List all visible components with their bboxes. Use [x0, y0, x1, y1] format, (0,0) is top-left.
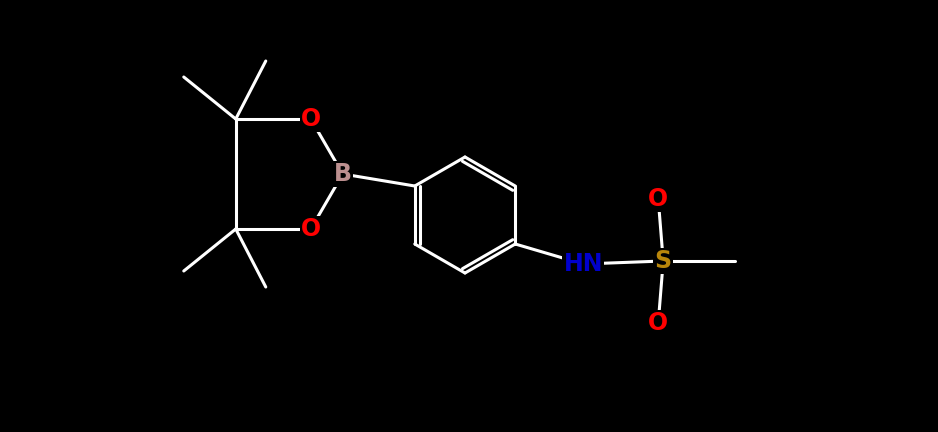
Text: HN: HN [564, 252, 603, 276]
Text: O: O [301, 217, 321, 241]
Text: O: O [648, 187, 668, 211]
Text: O: O [301, 107, 321, 131]
Text: B: B [334, 162, 352, 186]
Text: O: O [648, 311, 668, 335]
Text: S: S [655, 249, 672, 273]
